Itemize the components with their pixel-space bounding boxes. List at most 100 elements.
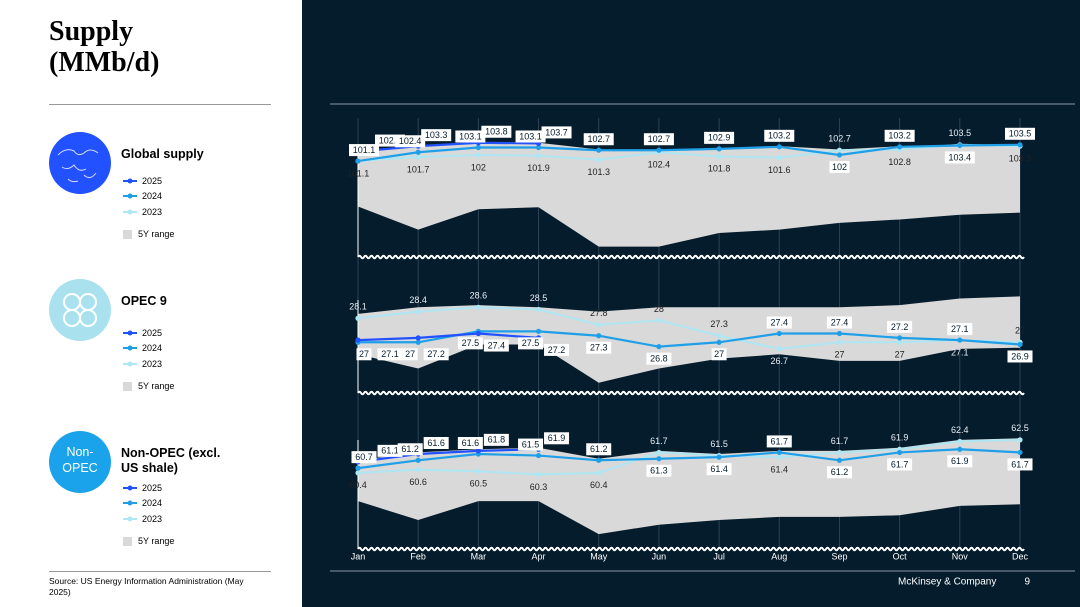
point — [475, 468, 481, 474]
point — [836, 330, 843, 337]
value-label: 27.1 — [951, 324, 969, 334]
point — [1017, 449, 1023, 456]
label-box — [1007, 458, 1033, 471]
legend-swatch — [123, 516, 137, 522]
label-box — [544, 343, 570, 356]
point — [776, 346, 782, 352]
label-box — [483, 433, 509, 446]
x-tick-label: Jul — [713, 551, 725, 561]
range-band — [358, 142, 1020, 247]
point — [596, 147, 602, 153]
rule — [49, 571, 271, 572]
value-label: 61.5 — [710, 439, 728, 449]
value-label: 61.8 — [488, 435, 506, 445]
point — [656, 449, 662, 456]
label-box — [826, 466, 852, 479]
point — [1017, 437, 1023, 443]
value-label: 60.5 — [470, 479, 488, 489]
point — [415, 457, 421, 463]
series-line — [357, 438, 1021, 476]
value-label: 103.8 — [485, 127, 508, 137]
value-label: 28 — [654, 304, 664, 314]
label-box — [646, 352, 672, 365]
x-tick-label: Sep — [831, 551, 847, 561]
value-label: 103.5 — [1009, 129, 1032, 139]
opec-icon — [49, 279, 111, 341]
point — [656, 456, 662, 462]
value-label: 27 — [895, 350, 905, 360]
legend-swatch — [123, 209, 137, 215]
point — [355, 465, 361, 471]
axis-break — [357, 254, 1025, 260]
label-box — [455, 130, 486, 143]
legend-label: 2023 — [142, 513, 163, 524]
label-box — [457, 437, 483, 449]
point — [535, 471, 542, 478]
non-opec-icon — [49, 431, 111, 493]
label-box — [349, 144, 379, 157]
value-label: 27.2 — [548, 345, 566, 355]
x-tick-label: Oct — [893, 551, 908, 561]
label-box — [887, 320, 913, 333]
legend-item: 2024 — [123, 341, 174, 357]
label-box — [947, 323, 973, 336]
value-label: 27.8 — [590, 308, 608, 318]
point — [415, 335, 421, 341]
legend-swatch — [123, 536, 132, 546]
label-box — [887, 458, 913, 471]
point — [656, 344, 662, 350]
label-box — [351, 451, 377, 464]
value-label: 27.4 — [771, 317, 789, 327]
legend-swatch — [123, 361, 137, 367]
series-line — [357, 306, 1021, 350]
point — [716, 339, 722, 345]
value-label: 28.1 — [349, 302, 367, 312]
label-box — [402, 348, 418, 361]
legend-item: 2024 — [123, 189, 174, 205]
label-box — [515, 130, 546, 143]
value-label: 103.1 — [519, 131, 542, 141]
value-label: 61.2 — [590, 444, 608, 454]
value-label: 61.7 — [771, 436, 789, 446]
value-label: 61.9 — [548, 433, 566, 443]
point — [535, 144, 542, 151]
value-label: 27.2 — [891, 322, 909, 332]
value-label: 102 — [832, 162, 847, 172]
x-tick-label: Dec — [1012, 551, 1029, 561]
value-label: 60.3 — [530, 482, 548, 492]
label-box — [544, 432, 570, 445]
label-box — [766, 316, 792, 329]
legend-swatch — [123, 178, 137, 184]
x-tick-label: Mar — [471, 551, 487, 561]
point — [475, 304, 481, 310]
value-label: 101.8 — [708, 164, 731, 174]
value-label: 60.4 — [349, 480, 367, 490]
legend-item: 5Y range — [123, 379, 174, 395]
point — [596, 333, 602, 339]
value-label: 61.4 — [771, 465, 789, 475]
legend-item: 5Y range — [123, 534, 174, 550]
x-tick-label: Feb — [410, 551, 426, 561]
legend-label: 5Y range — [138, 536, 175, 547]
value-label: 61.2 — [831, 467, 849, 477]
label-box — [1007, 350, 1033, 363]
legend-label: 2023 — [142, 358, 163, 369]
point — [415, 467, 421, 473]
point — [776, 330, 782, 337]
label-box — [704, 131, 735, 144]
value-label: 27 — [405, 349, 415, 359]
value-label: 27 — [1015, 326, 1025, 336]
label-box — [706, 463, 732, 476]
value-label: 103.1 — [459, 131, 482, 141]
chart-title: OPEC 9 — [121, 294, 167, 308]
label-box — [356, 348, 372, 361]
point — [957, 438, 963, 445]
point — [1017, 142, 1023, 148]
point — [957, 446, 963, 452]
label-box — [947, 455, 973, 468]
value-label: 28.5 — [530, 293, 548, 303]
point — [716, 153, 722, 159]
label-box — [826, 316, 852, 329]
label-box — [483, 339, 509, 352]
